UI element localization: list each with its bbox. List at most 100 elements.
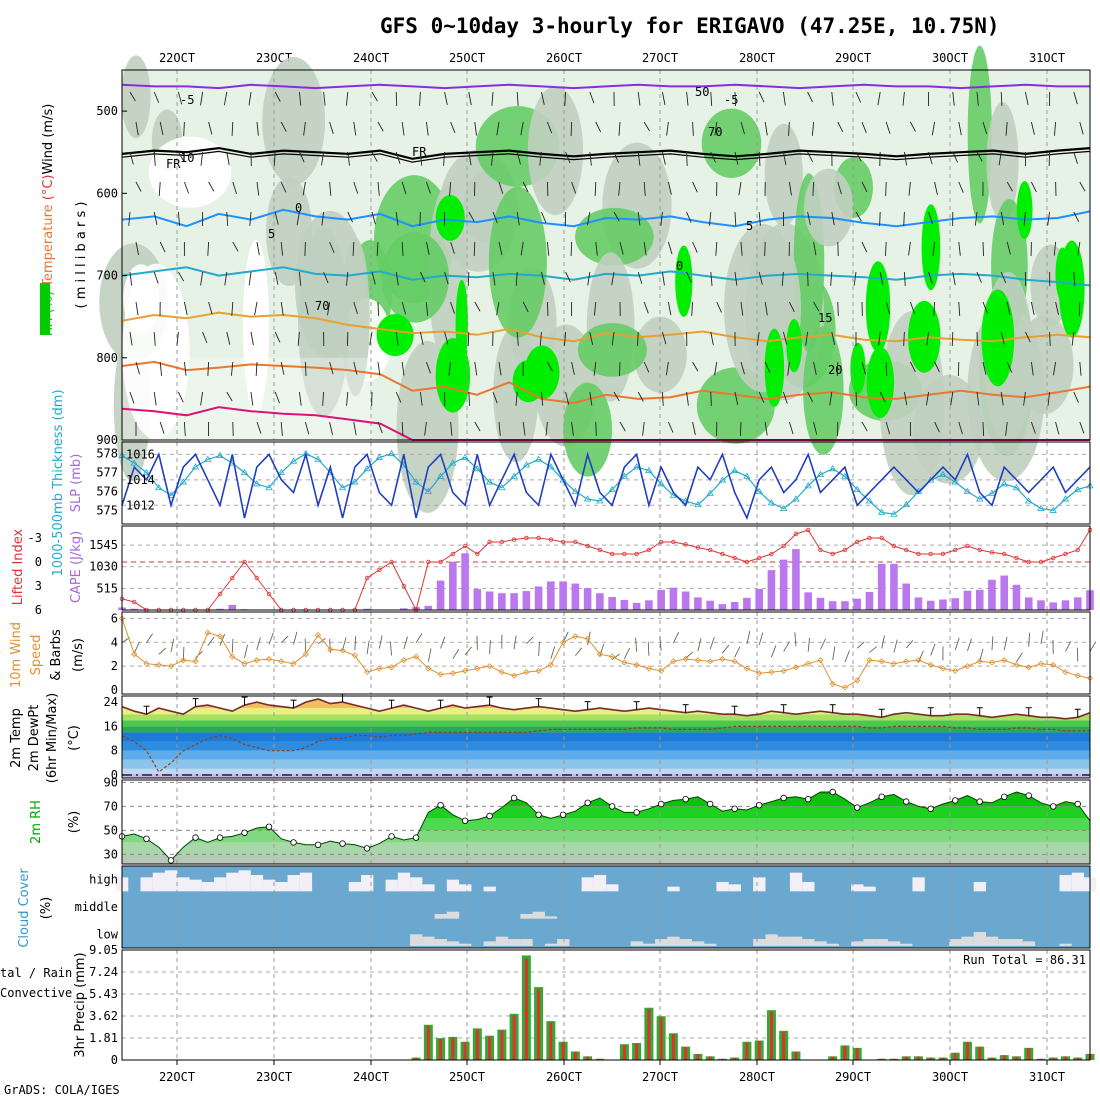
cape-bar (657, 589, 665, 610)
thickness-point (436, 472, 445, 479)
wind-barb (1055, 421, 1060, 435)
cape-bar (473, 589, 482, 610)
wind-barb (619, 241, 624, 255)
wind-barb (129, 271, 133, 286)
temp-band (122, 768, 1090, 775)
cape-bar (914, 597, 923, 610)
wind-barb (298, 271, 302, 286)
cloud-bar (851, 884, 864, 892)
wind-speed-point (143, 660, 150, 667)
wind-barb (395, 391, 402, 403)
wind-barb (468, 151, 472, 166)
convective-bar (1051, 1057, 1055, 1060)
wind-barb (401, 241, 404, 256)
slp-axis-label: SLP (mb) (69, 454, 84, 513)
wind-barb (783, 641, 790, 652)
convective-bar (1063, 1056, 1067, 1060)
convective-bar (892, 1058, 896, 1060)
li-point (536, 535, 541, 541)
wind-barb (934, 361, 940, 373)
wind-barb (952, 151, 958, 163)
wind-barb (395, 271, 399, 286)
thickness-point (767, 499, 776, 506)
wind-barb (202, 331, 208, 344)
wind-barb (256, 121, 259, 136)
wind-barb (637, 391, 644, 402)
wind-barb (595, 121, 602, 133)
wind-barb (764, 361, 771, 373)
wind-barb (515, 271, 518, 286)
li-point (1002, 551, 1007, 557)
wind-barb (183, 121, 185, 136)
wind-barb (207, 636, 215, 646)
thickness-point (289, 457, 298, 464)
rh-point (412, 834, 420, 841)
cape-bar (841, 601, 849, 610)
cape-bar (228, 604, 237, 610)
rh-legend-swatch (40, 283, 50, 335)
wind-panel-frame (121, 611, 1091, 695)
cloud-bar (593, 875, 607, 892)
cloud-panel-frame (121, 865, 1091, 949)
cape-bar (363, 608, 371, 610)
cape-bar (1037, 600, 1045, 610)
y-tick: 500 (96, 104, 118, 118)
wind-speed-point (1001, 657, 1008, 664)
cloud-bar (299, 872, 313, 892)
wind-barb (595, 241, 598, 256)
wind-barb (794, 632, 797, 647)
wind-barb (516, 151, 521, 165)
cloud-bar (985, 936, 999, 946)
wind-barb (758, 391, 765, 403)
wind-barb (250, 391, 254, 406)
contour-label: 5 (268, 227, 275, 241)
wind-barb (200, 91, 204, 106)
wind-barb (885, 181, 887, 196)
rh-point (903, 798, 910, 805)
wind-barb (1079, 361, 1082, 376)
temp-tick: 16 (104, 719, 118, 733)
temp-band (122, 759, 1090, 769)
rh-blob (527, 86, 584, 215)
wind-speed-point (866, 657, 873, 664)
wind-barb (401, 121, 405, 136)
wind-barb (347, 151, 350, 166)
wind-barb (176, 331, 179, 346)
wind-axis-label: & Barbs (49, 629, 64, 681)
wind-barb (692, 181, 698, 193)
convective-bar (843, 1045, 847, 1060)
wind-barb (496, 121, 500, 136)
cloud-bar (152, 872, 166, 892)
thickness-point (424, 487, 433, 494)
li-point (585, 543, 590, 549)
wind-barb (352, 241, 355, 256)
contour-label: 20 (828, 363, 842, 377)
wind-barb (1000, 91, 1003, 106)
cloud-bar (410, 877, 423, 892)
wind-barb (976, 91, 979, 106)
li-point (254, 575, 259, 581)
convective-bar (684, 1047, 688, 1060)
wind-barb (1047, 391, 1051, 406)
wind-barb (571, 361, 575, 375)
cloud-bar (263, 879, 276, 892)
convective-bar (659, 1017, 663, 1060)
rh-blob-high (865, 261, 891, 353)
li-point (818, 547, 823, 553)
cloud-bar (250, 875, 264, 892)
wind-barb (450, 241, 455, 254)
wind-barb (321, 151, 325, 166)
wind-barb (976, 331, 978, 346)
wind-speed-point (437, 671, 444, 678)
rh-blob (341, 237, 370, 397)
li-point (1075, 547, 1080, 553)
wind-barb (293, 631, 298, 645)
wind-barb (1040, 630, 1044, 645)
wind-speed-point (339, 647, 346, 654)
cape-bar (877, 563, 886, 610)
wind-speed-point (572, 633, 579, 640)
wind-speed-point (694, 657, 701, 664)
cloud-bar (802, 939, 815, 946)
wind-barb (740, 121, 745, 135)
cape-bar (522, 591, 531, 610)
